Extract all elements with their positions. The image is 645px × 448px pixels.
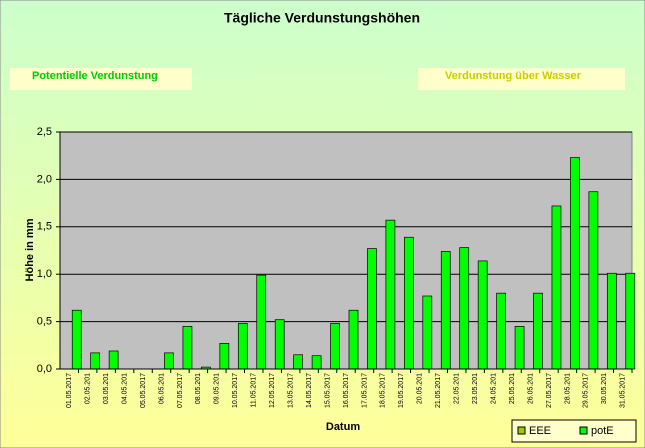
bar [293, 354, 303, 370]
bar [330, 323, 340, 370]
annotation: Potentielle Verdunstung [32, 70, 158, 82]
y-tick-label: 1,5 [37, 221, 52, 233]
x-tick-label: 24.05.201 [490, 373, 497, 404]
x-tick-label: 15.05.2017 [324, 373, 331, 408]
y-tick-label: 2,0 [37, 173, 52, 185]
bar [440, 251, 451, 370]
x-tick-label: 08.05.201 [195, 373, 202, 404]
x-tick-label: 05.05.2017 [140, 373, 147, 408]
x-tick-label: 06.05.201 [158, 373, 165, 404]
x-tick-label: 12.05.2017 [269, 373, 276, 408]
bar [606, 272, 617, 370]
bar [164, 352, 174, 370]
x-tick-label: 21.05.2017 [435, 373, 442, 408]
annotation: Verdunstung über Wasser [445, 70, 582, 82]
annotation-box [418, 68, 625, 90]
x-tick-label: 31.05.2017 [620, 373, 627, 408]
bar [459, 247, 470, 370]
x-tick-label: 09.05.201 [214, 373, 221, 404]
bar [533, 292, 543, 370]
annotation-box [10, 68, 192, 90]
bar [625, 272, 636, 370]
bar [385, 219, 396, 370]
legend-swatch [517, 426, 526, 435]
x-tick-label: 23.05.201 [472, 373, 479, 404]
legend-label: EEE [529, 425, 551, 437]
bar [237, 323, 248, 370]
x-tick-label: 17.05.2017 [361, 373, 368, 408]
bar [256, 274, 267, 370]
x-tick-label: 18.05.2017 [380, 373, 387, 408]
x-tick-label: 20.05.201 [417, 373, 424, 404]
bar [477, 260, 488, 370]
x-tick-label: 07.05.2017 [177, 373, 184, 408]
x-tick-label: 27.05.2017 [546, 373, 553, 408]
y-tick-label: 2,5 [37, 126, 52, 138]
bar [551, 205, 562, 370]
x-tick-label: 03.05.201 [103, 373, 110, 404]
x-tick-label: 19.05.2017 [398, 373, 405, 408]
x-tick-label: 30.05.201 [601, 373, 608, 404]
bar [514, 325, 525, 370]
bar [422, 295, 433, 370]
x-tick-label: 04.05.201 [121, 373, 128, 404]
bar [570, 157, 580, 370]
bar [108, 350, 119, 370]
x-tick-label: 01.05.2017 [66, 373, 73, 408]
chart-title: Tägliche Verdunstungshöhen [224, 10, 420, 26]
x-axis-label: Datum [326, 421, 360, 433]
bar [219, 343, 230, 370]
x-tick-label: 02.05.201 [85, 373, 92, 404]
bar [311, 355, 322, 370]
bar [496, 292, 506, 370]
y-tick-label: 0,5 [37, 316, 52, 328]
bar [90, 352, 101, 370]
bar [274, 319, 285, 370]
x-tick-label: 22.05.201 [454, 373, 461, 404]
x-tick-label: 25.05.201 [509, 373, 516, 404]
x-tick-label: 10.05.2017 [232, 373, 239, 408]
legend-label: potE [591, 425, 614, 437]
legend [511, 419, 637, 443]
x-tick-label: 16.05.2017 [343, 373, 350, 408]
x-tick-label: 29.05.2017 [583, 373, 590, 408]
y-tick-label: 0,0 [37, 363, 52, 375]
legend-swatch [579, 426, 588, 435]
x-tick-label: 28.05.201 [564, 373, 571, 404]
bar [367, 248, 377, 370]
y-axis-label: Höhe in mm [24, 218, 36, 281]
plot-area [59, 131, 633, 370]
bar [588, 191, 599, 370]
x-tick-label: 26.05.201 [527, 373, 534, 404]
bar [182, 325, 193, 370]
bar [404, 236, 414, 370]
bar [71, 309, 82, 370]
x-tick-label: 14.05.2017 [306, 373, 313, 408]
y-tick-label: 1,0 [37, 268, 52, 280]
x-tick-label: 13.05.2017 [287, 373, 294, 408]
bar [348, 309, 359, 370]
x-tick-label: 11.05.2017 [251, 373, 258, 408]
